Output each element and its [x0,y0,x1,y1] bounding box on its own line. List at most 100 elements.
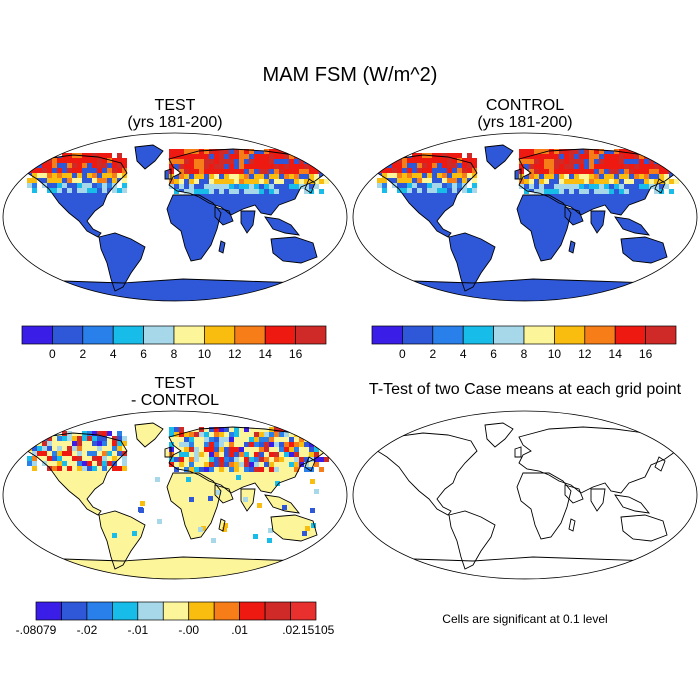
grid-cell [234,179,239,184]
grid-cell [417,188,422,193]
grid-cell [219,164,224,169]
grid-cell [87,451,92,456]
grid-cell [122,456,127,461]
grid-cell [97,436,102,441]
grid-cell [324,179,329,184]
grid-cell [112,188,117,193]
grid-cell [189,457,194,462]
grid-cell [224,447,229,452]
grid-cell [624,164,629,169]
grid-cell [32,178,37,183]
control-colorbar-label: 14 [609,347,623,361]
coastline-new-zealand [320,540,330,552]
land-se-asia [265,217,299,235]
grid-cell [219,427,224,432]
grid-cell [274,169,279,174]
land-new-zealand [671,263,679,273]
coastline-antarctica [6,556,344,579]
grid-cell [529,149,534,154]
grid-cell [57,183,62,188]
grid-cell [179,184,184,189]
grid-cell [629,169,634,174]
land-se-asia [265,495,299,513]
grid-cell [52,178,57,183]
grid-cell [47,466,52,471]
control-colorbar-label: 12 [578,347,592,361]
control-colorbar-swatch [645,325,677,345]
grid-cell [47,188,52,193]
grid-cell [279,432,284,437]
grid-cell [397,168,402,173]
grid-cell [32,456,37,461]
grid-cell [664,179,669,184]
grid-cell [267,538,272,543]
control-colorbar-swatch [584,325,616,345]
grid-cell [117,168,122,173]
control-colorbar-swatch [402,325,434,345]
control-colorbar-swatch [462,325,494,345]
grid-cell [204,447,209,452]
grid-cell [62,173,67,178]
grid-cell [524,179,529,184]
grid-cell [299,179,304,184]
coastline-australia [620,236,668,264]
grid-cell [519,159,524,164]
grid-cell [214,432,219,437]
grid-cell [209,189,214,194]
grid-cell [659,149,664,154]
grid-cell [209,452,214,457]
grid-cell [264,184,269,189]
control-title-line1: CONTROL [485,97,565,114]
coastline-australia [270,514,318,542]
coastline-madagascar [568,240,576,254]
grid-cell [604,164,609,169]
grid-cell [82,461,87,466]
grid-cell [249,467,254,472]
grid-cell [544,179,549,184]
test-colorbar-label: 16 [289,347,303,361]
test-colorbar-swatch [295,325,327,345]
grid-cell [189,159,194,164]
grid-cell [407,168,412,173]
grid-cell [209,437,214,442]
grid-cell [269,462,274,467]
ttest-map [353,411,697,579]
grid-cell [229,447,234,452]
control-colorbar-label: 16 [639,347,653,361]
grid-cell [194,447,199,452]
grid-cell [27,158,32,163]
grid-cell [47,158,52,163]
grid-cell [669,179,674,184]
diff-colorbar-label: -.02 [77,623,98,637]
grid-cell [539,149,544,154]
grid-cell [309,169,314,174]
diff-colorbar-label: .01 [231,623,248,637]
grid-cell [402,178,407,183]
grid-cell [224,427,229,432]
grid-cell [387,168,392,173]
grid-cell [442,188,447,193]
grid-cell [244,442,249,447]
grid-cell [564,164,569,169]
diff-colorbar-label: -.01 [127,623,148,637]
grid-cell [299,169,304,174]
grid-cell [599,189,604,194]
grid-cell [289,462,294,467]
grid-cell [199,452,204,457]
grid-cell [314,169,319,174]
grid-cell [422,168,427,173]
grid-cell [314,179,319,184]
grid-cell [82,436,87,441]
grid-cell [219,184,224,189]
grid-cell [47,163,52,168]
grid-cell [559,159,564,164]
grid-cell [209,149,214,154]
grid-cell [319,149,324,154]
grid-cell [269,452,274,457]
grid-cell [72,441,77,446]
test-colorbar-swatch [264,325,296,345]
grid-cell [82,163,87,168]
grid-cell [274,174,279,179]
grid-cell [77,446,82,451]
grid-cell [239,169,244,174]
